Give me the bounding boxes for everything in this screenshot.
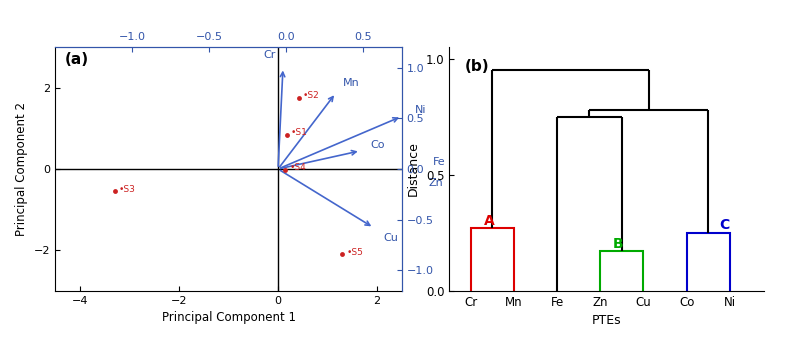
Text: Cr: Cr — [263, 50, 276, 61]
Text: Zn: Zn — [429, 178, 443, 188]
Text: •S4: •S4 — [289, 163, 307, 172]
Text: Ni: Ni — [415, 105, 426, 115]
Text: Co: Co — [370, 140, 385, 150]
Y-axis label: Distance: Distance — [407, 142, 420, 196]
Text: (a): (a) — [65, 51, 89, 67]
Text: •S3: •S3 — [118, 185, 136, 194]
Text: •S5: •S5 — [347, 248, 363, 257]
Text: Fe: Fe — [433, 157, 446, 167]
Text: C: C — [719, 218, 729, 232]
Text: B: B — [613, 237, 624, 251]
X-axis label: PTEs: PTEs — [592, 314, 622, 327]
Text: Cu: Cu — [384, 233, 399, 243]
Text: •S2: •S2 — [303, 92, 320, 100]
Text: A: A — [484, 214, 494, 227]
Text: (b): (b) — [465, 59, 489, 74]
Text: •S1: •S1 — [291, 128, 308, 137]
X-axis label: Principal Component 1: Principal Component 1 — [162, 311, 296, 324]
Text: Mn: Mn — [343, 78, 359, 88]
Y-axis label: Principal Component 2: Principal Component 2 — [15, 102, 28, 236]
